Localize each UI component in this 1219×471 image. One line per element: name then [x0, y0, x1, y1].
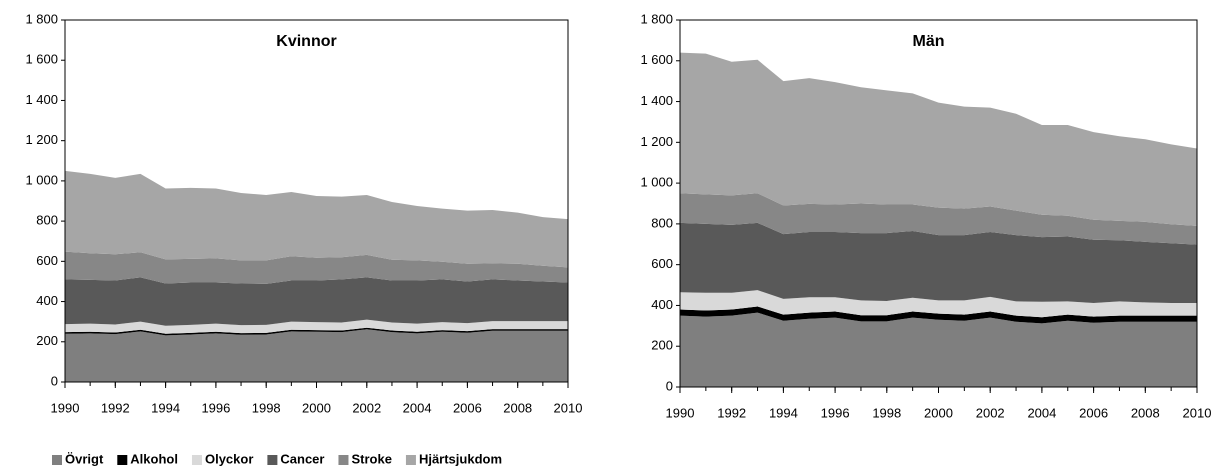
legend-swatch	[405, 455, 416, 465]
x-tick-label: 1992	[717, 405, 746, 420]
x-tick-label: 2004	[403, 400, 432, 415]
x-tick-label: 2002	[352, 400, 381, 415]
y-tick-label: 0	[666, 378, 673, 393]
x-tick-label: 2004	[1027, 405, 1056, 420]
y-tick-label: 1 600	[640, 52, 673, 67]
x-tick-label: 2000	[302, 400, 331, 415]
x-tick-label: 1998	[872, 405, 901, 420]
x-tick-label: 1994	[769, 405, 798, 420]
x-tick-label: 2008	[1131, 405, 1160, 420]
x-tick-label: 1996	[201, 400, 230, 415]
y-tick-label: 0	[51, 373, 58, 388]
area	[680, 312, 1197, 387]
y-tick-label: 1 200	[25, 132, 58, 147]
legend-label: Alkohol	[130, 451, 178, 466]
legend-swatch	[267, 455, 278, 465]
area	[65, 327, 568, 336]
y-tick-label: 800	[36, 213, 58, 228]
x-tick-label: 2008	[503, 400, 532, 415]
x-tick-label: 2006	[453, 400, 482, 415]
x-tick-label: 2000	[924, 405, 953, 420]
area	[680, 290, 1197, 318]
x-tick-label: 2006	[1079, 405, 1108, 420]
area	[680, 222, 1197, 303]
y-tick-label: 1 200	[640, 134, 673, 149]
area	[680, 193, 1197, 245]
y-tick-label: 1 600	[25, 52, 58, 67]
y-tick-label: 400	[36, 293, 58, 308]
y-tick-label: 1 000	[25, 172, 58, 187]
legend-label: Övrigt	[65, 451, 104, 466]
area	[65, 277, 568, 326]
y-tick-label: 1 400	[640, 93, 673, 108]
x-tick-label: 2010	[554, 400, 583, 415]
y-tick-label: 200	[36, 333, 58, 348]
chart-title: Män	[913, 33, 945, 50]
x-tick-label: 1994	[151, 400, 180, 415]
area	[65, 319, 568, 334]
x-tick-label: 2002	[976, 405, 1005, 420]
x-tick-label: 1990	[666, 405, 695, 420]
x-tick-label: 1990	[51, 400, 80, 415]
legend-label: Hjärtsjukdom	[419, 451, 502, 466]
area	[680, 306, 1197, 324]
y-tick-label: 800	[651, 215, 673, 230]
x-tick-label: 1998	[252, 400, 281, 415]
legend-label: Stroke	[351, 451, 391, 466]
y-tick-label: 1 400	[25, 92, 58, 107]
x-tick-label: 1992	[101, 400, 130, 415]
x-tick-label: 1996	[821, 405, 850, 420]
legend-swatch	[117, 455, 128, 465]
y-tick-label: 1 000	[640, 175, 673, 190]
y-tick-label: 1 800	[640, 11, 673, 26]
y-tick-label: 600	[651, 256, 673, 271]
y-tick-label: 600	[36, 253, 58, 268]
legend-swatch	[52, 455, 62, 465]
area	[65, 251, 568, 284]
y-tick-label: 200	[651, 338, 673, 353]
area	[680, 52, 1197, 226]
area	[65, 329, 568, 382]
legend-label: Olyckor	[205, 451, 253, 466]
legend-swatch	[191, 455, 202, 465]
legend-label: Cancer	[280, 451, 324, 466]
area	[65, 170, 568, 268]
y-tick-label: 1 800	[25, 11, 58, 26]
legend-swatch	[338, 455, 349, 465]
y-tick-label: 400	[651, 297, 673, 312]
x-tick-label: 2010	[1183, 405, 1212, 420]
chart-title: Kvinnor	[276, 33, 336, 50]
